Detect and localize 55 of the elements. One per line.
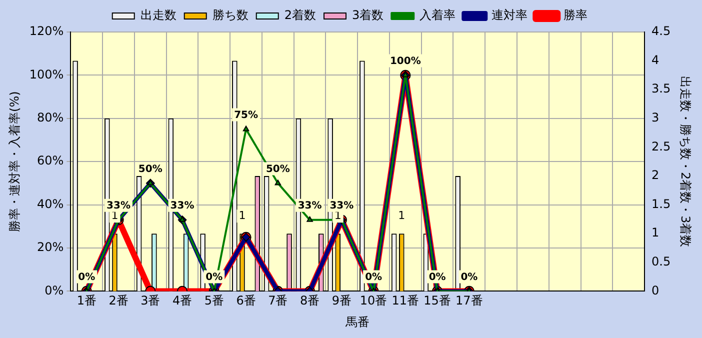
y-axis-title: 勝率・連対率・入着率(%) [7, 91, 22, 232]
data-label: 33% [330, 200, 354, 212]
y2-tick-label: 0 [652, 283, 660, 298]
y-tick-label: 60% [37, 154, 64, 168]
y-tick-label: 100% [29, 67, 64, 82]
x-tick-label: 6番 [236, 294, 256, 308]
data-label: 33% [106, 200, 130, 212]
legend-label: 勝ち数 [212, 8, 248, 22]
data-label: 50% [138, 164, 162, 175]
x-tick-label: 2番 [108, 294, 128, 308]
data-label: 75% [234, 110, 258, 121]
legend-label: 連対率 [492, 8, 528, 22]
y-tick-label: 20% [37, 240, 64, 254]
y2-tick-label: 1 [652, 226, 660, 240]
data-label: 0% [365, 272, 382, 283]
y2-tick-label: 3.5 [652, 82, 671, 96]
data-label: 0% [460, 272, 478, 283]
x-tick-label: 9番 [332, 294, 352, 308]
y2-axis-title: 出走数・勝ち数・2着数・3着数 [678, 76, 693, 248]
y-tick-label: 120% [29, 24, 64, 38]
y2-tick-label: 0.5 [652, 254, 671, 269]
y2-tick-label: 4.5 [652, 24, 671, 38]
y-tick-label: 80% [37, 110, 64, 125]
y2-tick-label: 2.5 [652, 139, 671, 154]
legend-label: 3着数 [352, 8, 384, 22]
x-tick-label: 11番 [392, 294, 420, 308]
y-tick-label: 40% [37, 196, 64, 211]
data-label: 0% [78, 272, 96, 283]
data-label: 1 [238, 208, 246, 222]
legend-label: 勝率 [564, 8, 588, 22]
x-tick-label: 4番 [172, 294, 192, 308]
legend-label: 出走数 [140, 8, 176, 22]
data-label: 0% [428, 272, 446, 283]
data-label: 33% [170, 200, 194, 212]
y2-tick-label: 3 [652, 110, 660, 125]
legend-label: 2着数 [284, 8, 316, 22]
x-axis-title: 馬番 [344, 314, 370, 329]
x-tick-label: 17番 [456, 294, 483, 308]
x-tick-label: 1番 [76, 294, 96, 308]
y-tick-label: 0% [44, 283, 64, 298]
x-tick-label: 5番 [204, 294, 224, 308]
y2-tick-label: 1.5 [652, 196, 671, 211]
x-tick-label: 8番 [300, 294, 320, 308]
x-tick-label: 7番 [268, 294, 288, 308]
data-label: 0% [206, 272, 223, 283]
data-label: 1 [398, 208, 406, 222]
x-tick-label: 15番 [424, 294, 451, 308]
data-label: 100% [390, 56, 421, 67]
data-label: 50% [266, 164, 290, 175]
x-tick-label: 3番 [140, 294, 160, 308]
data-label: 33% [298, 200, 322, 212]
y2-tick-label: 2 [652, 168, 660, 182]
legend-label: 入着率 [420, 8, 456, 22]
x-tick-label: 10番 [360, 294, 388, 308]
y2-tick-label: 4 [652, 52, 660, 67]
